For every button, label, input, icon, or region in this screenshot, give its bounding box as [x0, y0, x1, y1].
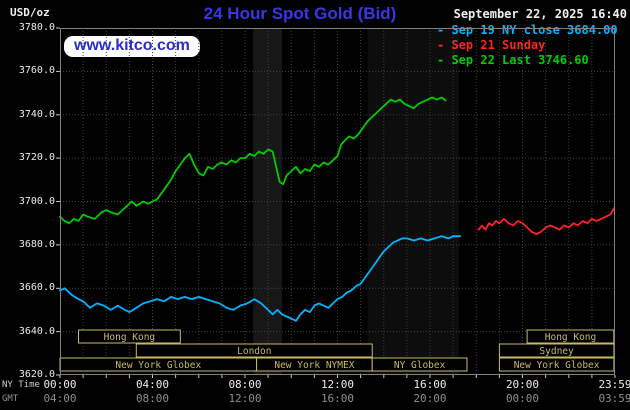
shaded-band: [367, 28, 459, 375]
y-axis-tick-label: 3700.0: [18, 195, 55, 207]
x-axis-tick-label-ny: 04:00: [135, 378, 170, 391]
plot-border: [60, 28, 615, 375]
price-line-sep22: [59, 96, 447, 225]
x-axis-tick-label-ny: 12:00: [320, 378, 355, 391]
market-session-box: [371, 357, 468, 372]
y-axis-tick-label: 3620.0: [18, 369, 55, 380]
price-line-sep21: [477, 207, 616, 235]
y-axis-tick-label: 3740.0: [18, 108, 55, 120]
market-session-box: [135, 343, 373, 358]
market-session-box: [498, 343, 615, 358]
x-axis-tick-label-gmt: 03:59: [598, 392, 630, 405]
plot-area: Hong Kong Hong Kong London Sydney New York G…: [56, 27, 616, 378]
y-axis-tick-label: 3720.0: [18, 152, 55, 164]
x-axis-tick-label-ny: 16:00: [413, 378, 447, 391]
y-axis-tick-label: 3640.0: [18, 325, 55, 337]
market-session-label: New York Globex: [115, 360, 201, 371]
x-axis-tick-label-ny: 23:59: [598, 378, 630, 391]
x-axis-tick-label-gmt: 04:00: [43, 392, 77, 405]
y-axis-tick-label: 3680.0: [18, 238, 55, 250]
market-session-box: [498, 357, 615, 372]
market-session-label: New York Globex: [514, 360, 600, 371]
legend-item: - Sep 21 Sunday: [437, 38, 546, 52]
x-axis-gmt-caption: GMT: [2, 394, 19, 404]
legend: - Sep 19 NY close 3684.00- Sep 21 Sunday…: [437, 23, 618, 68]
chart-title: 24 Hour Spot Gold (Bid): [203, 4, 397, 23]
market-session-box: [526, 329, 615, 344]
x-axis-tick-label-ny: 20:00: [505, 378, 540, 391]
legend-item: - Sep 22 Last 3746.60: [437, 53, 589, 67]
kitco-website-link[interactable]: www.kitco.com: [64, 36, 200, 57]
x-axis-tick-label-gmt: 20:00: [413, 392, 447, 405]
y-axis-tick-label: 3760.0: [18, 65, 55, 77]
market-session-label: Hong Kong: [104, 332, 155, 343]
market-session-label: Sydney: [539, 346, 574, 357]
x-axis-tick-label-gmt: 08:00: [135, 392, 170, 405]
x-axis-ny-caption: NY Time: [2, 380, 40, 390]
market-session-box: [78, 329, 181, 344]
market-session-label: NY Globex: [394, 360, 446, 371]
x-axis-tick-label-gmt: 16:00: [320, 392, 355, 405]
x-axis-tick-label-gmt: 00:00: [505, 392, 540, 405]
market-session-label: Hong Kong: [545, 332, 596, 343]
market-session-label: New York NYMEX: [274, 360, 354, 371]
x-axis-tick-label-gmt: 12:00: [228, 392, 262, 405]
datetime-label: September 22, 2025 16:40: [453, 7, 627, 21]
y-axis-tick-label: 3660.0: [18, 282, 55, 294]
legend-item: - Sep 19 NY close 3684.00: [437, 23, 618, 37]
market-session-label: London: [237, 346, 271, 357]
price-line-sep19: [59, 235, 462, 322]
y-axis-unit-label: USD/oz: [10, 6, 50, 19]
x-axis-tick-label-ny: 00:00: [43, 378, 77, 391]
x-axis-tick-label-ny: 08:00: [228, 378, 262, 391]
